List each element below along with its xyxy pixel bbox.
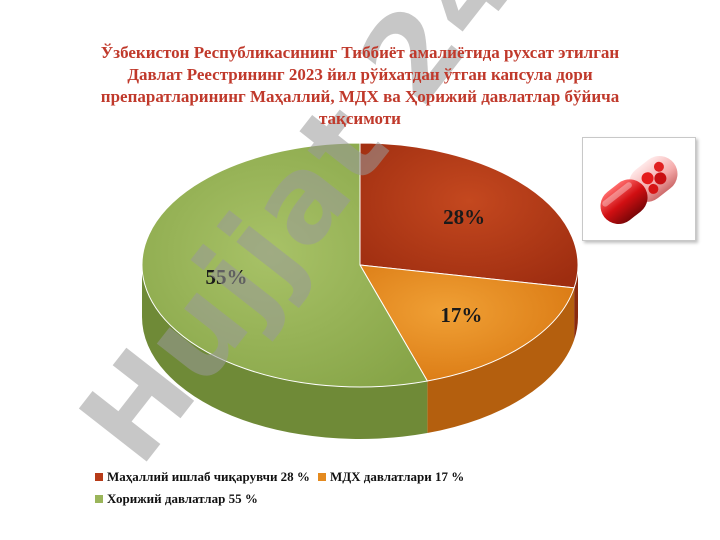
data-label: 28% <box>443 205 485 229</box>
red-capsule-photo <box>582 137 696 241</box>
chart-legend: Маҳаллий ишлаб чиқарувчи 28 % МДХ давлат… <box>95 466 655 510</box>
legend-swatch-local <box>95 473 103 481</box>
pie-slice-foreign-side <box>142 265 428 439</box>
chart-title: Ўзбекистон Республикасининг Тиббиёт амал… <box>40 42 680 130</box>
data-label: 17% <box>440 303 482 327</box>
legend-item: Хорижий давлатлар 55 % <box>95 491 258 507</box>
title-line: Ўзбекистон Республикасининг Тиббиёт амал… <box>100 43 620 62</box>
legend-item: Маҳаллий ишлаб чиқарувчи 28 % <box>95 469 310 485</box>
legend-label: Маҳаллий ишлаб чиқарувчи 28 % <box>107 469 310 484</box>
legend-item: МДХ давлатлари 17 % <box>317 469 465 485</box>
title-line: Давлат Реестрининг 2023 йил рўйхатдан ўт… <box>127 65 593 84</box>
title-line: препаратларининг Маҳаллий, МДХ ва Ҳорижи… <box>100 87 620 106</box>
legend-swatch-foreign <box>95 495 103 503</box>
pie-slice-foreign <box>141 142 429 388</box>
pie-slice-cis <box>359 264 575 382</box>
data-label: 55% <box>206 265 248 289</box>
pie-slice-cis-side <box>427 287 575 434</box>
legend-swatch-cis <box>317 473 326 481</box>
legend-label: МДХ давлатлари 17 % <box>329 469 465 484</box>
legend-label: Хорижий давлатлар 55 % <box>107 491 258 506</box>
title-line: тақсимоти <box>319 109 401 128</box>
pie-slice-local-side <box>574 265 578 340</box>
pie-slice-local <box>359 142 579 289</box>
